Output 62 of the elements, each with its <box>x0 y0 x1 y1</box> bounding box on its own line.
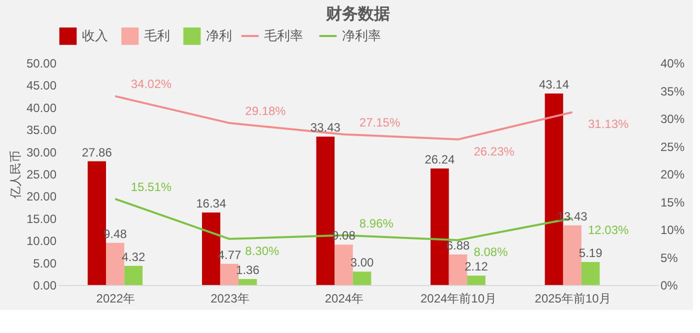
data-label: 8.08% <box>474 245 508 260</box>
data-label: 1.36 <box>236 262 260 277</box>
data-label: 2.12 <box>464 260 488 274</box>
x-tick-label: 2023年 <box>210 292 250 306</box>
data-label: 26.23% <box>474 144 515 158</box>
y-tick-label: 35.00 <box>26 123 57 138</box>
data-label: 27.15% <box>359 115 400 130</box>
bar <box>352 272 372 285</box>
y2-tick-label: 25% <box>660 140 685 154</box>
legend-label: 净利率 <box>342 28 381 43</box>
x-tick-label: 2025年前10月 <box>534 292 611 306</box>
data-label: 5.19 <box>578 246 603 260</box>
y2-tick-label: 10% <box>660 223 685 237</box>
data-label: 33.43 <box>310 120 341 135</box>
bar <box>467 276 486 285</box>
y2-tick-label: 40% <box>660 56 685 70</box>
y2-tick-label: 20% <box>660 168 685 182</box>
y-tick-label: 30.00 <box>26 145 57 160</box>
y-tick-label: 25.00 <box>26 168 57 182</box>
bar <box>238 278 257 285</box>
bar <box>581 262 600 285</box>
legend-label: 收入 <box>82 28 108 44</box>
y2-tick-label: 15% <box>660 195 685 210</box>
legend-label: 毛利率 <box>264 28 303 43</box>
y-axis-title: 亿人民币 <box>8 150 22 200</box>
bar <box>124 266 143 285</box>
legend-label: 净利 <box>206 28 232 44</box>
y2-tick-label: 0% <box>660 278 678 292</box>
y-tick-label: 0.00 <box>33 278 57 292</box>
data-label: 29.18% <box>245 104 286 118</box>
y2-tick-label: 5% <box>660 250 678 265</box>
data-label: 43.14 <box>538 77 570 92</box>
data-label: 15.51% <box>130 180 172 194</box>
data-label: 3.00 <box>350 256 374 270</box>
data-label: 34.02% <box>130 77 172 92</box>
y2-tick-label: 35% <box>660 84 685 98</box>
line-series <box>114 95 574 140</box>
data-label: 31.13% <box>588 117 630 132</box>
chart-title: 财务数据 <box>325 5 390 23</box>
y-tick-label: 20.00 <box>26 190 57 204</box>
y-tick-label: 50.00 <box>26 56 57 70</box>
x-tick-label: 2022年 <box>96 292 135 306</box>
data-label: 8.96% <box>359 216 394 230</box>
data-label: 4.32 <box>122 250 146 264</box>
data-label: 12.03% <box>588 223 630 238</box>
y-tick-label: 10.00 <box>26 234 57 248</box>
y-tick-label: 40.00 <box>26 100 57 115</box>
bar <box>430 168 449 285</box>
data-label: 27.86 <box>82 145 112 160</box>
x-tick-label: 2024年 <box>324 292 364 306</box>
bar <box>334 244 353 285</box>
y2-tick-label: 30% <box>660 112 685 126</box>
x-tick-label: 2024年前10月 <box>420 292 497 306</box>
y-tick-label: 15.00 <box>26 212 57 226</box>
data-label: 26.24 <box>424 152 456 166</box>
data-label: 8.30% <box>245 244 280 258</box>
bar <box>563 225 582 285</box>
data-label: 16.34 <box>196 196 226 210</box>
y-tick-label: 5.00 <box>33 256 57 270</box>
bar <box>88 161 106 285</box>
legend-label: 毛利 <box>144 28 170 44</box>
y-tick-label: 45.00 <box>26 78 57 93</box>
